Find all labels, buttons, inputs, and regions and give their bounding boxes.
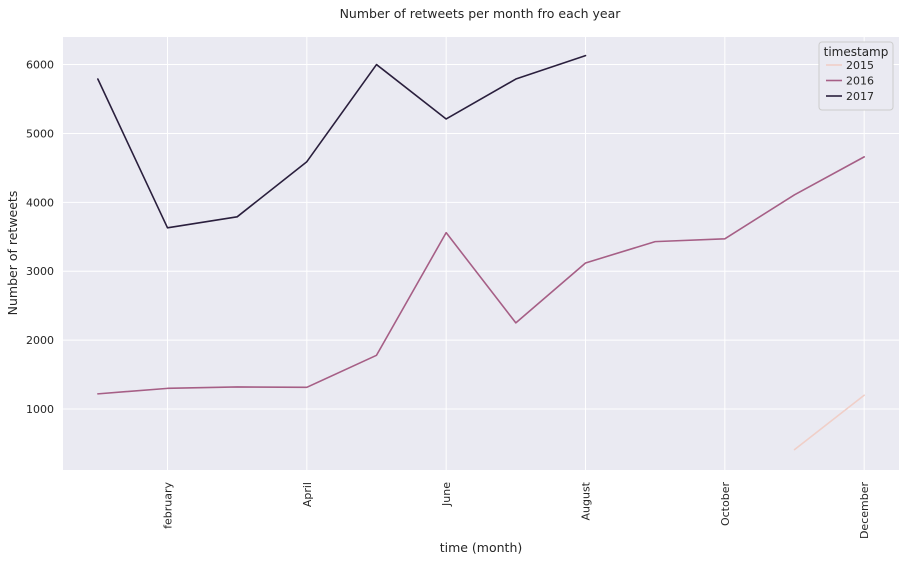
y-tick-label: 4000 (26, 196, 54, 209)
y-tick-labels: 1000 2000 3000 4000 5000 6000 (26, 59, 54, 416)
y-tick-label: 2000 (26, 334, 54, 347)
legend-entry-2015: 2015 (846, 59, 874, 72)
legend-entry-2017: 2017 (846, 90, 874, 103)
chart-title: Number of retweets per month fro each ye… (340, 6, 622, 21)
x-axis-label: time (month) (440, 540, 523, 555)
x-tick-label: August (580, 481, 593, 520)
legend-entry-2016: 2016 (846, 75, 874, 88)
x-tick-label: february (162, 482, 175, 529)
x-tick-labels: february April June August October December (162, 481, 872, 539)
y-tick-label: 5000 (26, 127, 54, 140)
series-line-2017 (97, 54, 587, 229)
y-tick-label: 1000 (26, 403, 54, 416)
x-tick-label: April (301, 482, 314, 507)
series-line-2015 (793, 394, 865, 451)
series-lines (97, 54, 865, 451)
y-tick-label: 3000 (26, 265, 54, 278)
y-gridlines (63, 64, 899, 410)
legend-title: timestamp (824, 45, 889, 59)
legend-frame (818, 41, 894, 111)
x-tick-label: December (858, 482, 871, 540)
y-axis-label: Number of retweets (5, 191, 20, 316)
plot-area (63, 37, 899, 470)
x-tick-label: June (440, 482, 453, 507)
series-line-2016 (97, 156, 865, 395)
x-tick-label: October (719, 482, 732, 526)
legend: timestamp 2015 2016 2017 (818, 41, 894, 111)
y-tick-label: 6000 (26, 59, 54, 72)
legend-items: 2015 2016 2017 (826, 59, 874, 103)
